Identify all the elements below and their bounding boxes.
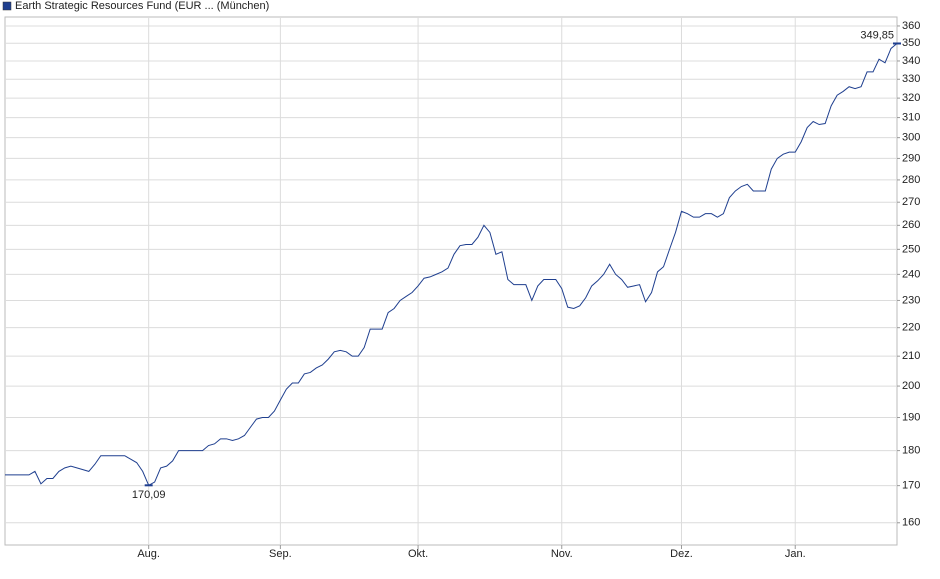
y-tick-label: 250 bbox=[902, 243, 920, 255]
x-tick-label: Jan. bbox=[785, 548, 806, 560]
y-tick-label: 160 bbox=[902, 517, 920, 529]
y-tick-label: 330 bbox=[902, 73, 920, 85]
y-tick-label: 270 bbox=[902, 196, 920, 208]
y-tick-label: 260 bbox=[902, 219, 920, 231]
y-tick-label: 280 bbox=[902, 174, 920, 186]
y-tick-label: 210 bbox=[902, 350, 920, 362]
y-tick-label: 310 bbox=[902, 111, 920, 123]
x-tick-label: Okt. bbox=[408, 548, 428, 560]
value-label: 170,09 bbox=[132, 489, 166, 501]
y-tick-label: 360 bbox=[902, 20, 920, 32]
y-tick-label: 340 bbox=[902, 55, 920, 67]
x-tick-label: Dez. bbox=[670, 548, 693, 560]
y-tick-label: 240 bbox=[902, 268, 920, 280]
y-tick-label: 290 bbox=[902, 152, 920, 164]
y-tick-label: 300 bbox=[902, 132, 920, 144]
plot-frame bbox=[4, 16, 898, 546]
value-label: 349,85 bbox=[860, 29, 894, 41]
y-tick-label: 190 bbox=[902, 411, 920, 423]
line bbox=[5, 43, 898, 487]
y-tick-label: 200 bbox=[902, 380, 920, 392]
x-tick-label: Nov. bbox=[551, 548, 573, 560]
legend-label: Earth Strategic Resources Fund (EUR ... … bbox=[15, 0, 269, 12]
x-tick-label: Aug. bbox=[137, 548, 160, 560]
y-tick-label: 220 bbox=[902, 322, 920, 334]
y-tick-label: 320 bbox=[902, 92, 920, 104]
y-tick-label: 350 bbox=[902, 37, 920, 49]
y-tick-label: 230 bbox=[902, 294, 920, 306]
y-tick-label: 180 bbox=[902, 445, 920, 457]
legend-swatch bbox=[2, 1, 12, 11]
y-tick-label: 170 bbox=[902, 480, 920, 492]
x-tick-label: Sep. bbox=[269, 548, 292, 560]
